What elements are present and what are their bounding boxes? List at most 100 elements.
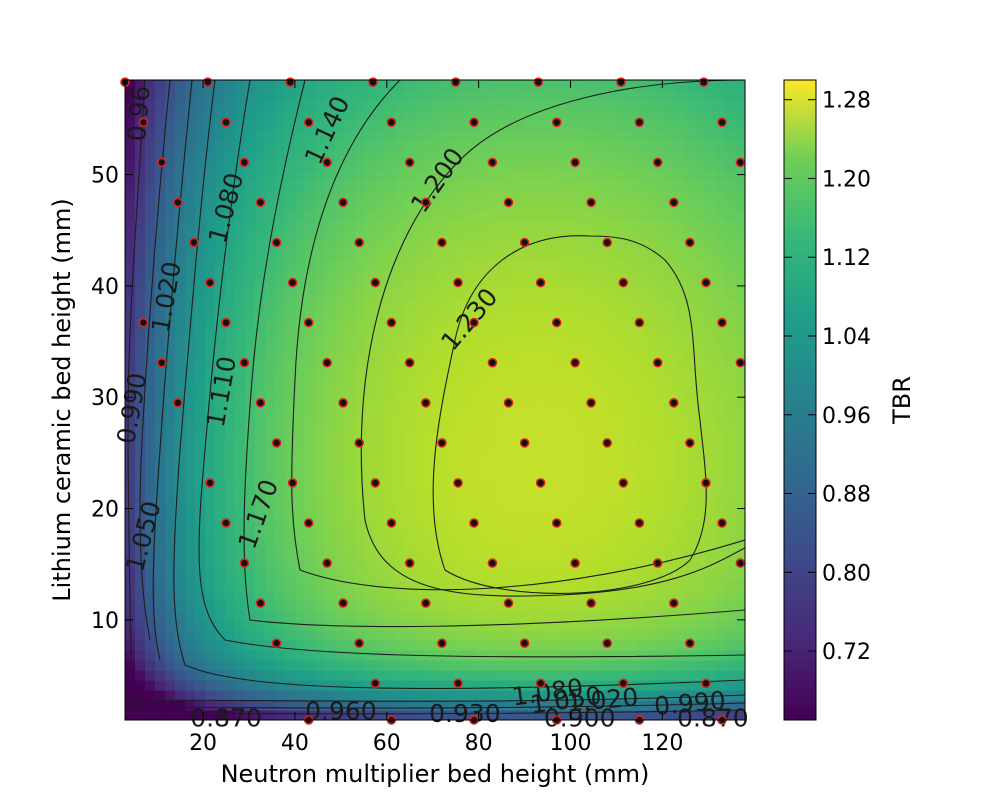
heatmap-cell	[275, 220, 286, 231]
heatmap-cell	[535, 500, 546, 511]
heatmap-cell	[515, 490, 526, 501]
heatmap-cell	[185, 500, 196, 511]
heatmap-cell	[345, 300, 356, 311]
heatmap-cell	[685, 120, 696, 131]
heatmap-cell	[515, 360, 526, 371]
heatmap-cell	[585, 470, 596, 481]
heatmap-cell	[645, 680, 656, 691]
heatmap-cell	[395, 410, 406, 421]
heatmap-cell	[405, 330, 416, 341]
heatmap-cell	[295, 570, 306, 581]
heatmap-cell	[425, 300, 436, 311]
heatmap-cell	[145, 400, 156, 411]
heatmap-cell	[625, 110, 636, 121]
heatmap-cell	[445, 450, 456, 461]
heatmap-cell	[515, 160, 526, 171]
heatmap-cell	[135, 250, 146, 261]
heatmap-cell	[485, 300, 496, 311]
heatmap-cell	[725, 230, 736, 241]
heatmap-cell	[465, 290, 476, 301]
contour-line	[125, 694, 745, 702]
heatmap-cell	[315, 640, 326, 651]
heatmap-cell	[485, 500, 496, 511]
heatmap-cell	[675, 420, 686, 431]
heatmap-cell	[415, 130, 426, 141]
heatmap-cell	[495, 640, 506, 651]
heatmap-cell	[335, 520, 346, 531]
heatmap-cell	[615, 580, 626, 591]
heatmap-cell	[345, 420, 356, 431]
heatmap-cell	[525, 120, 536, 131]
heatmap-cell	[735, 390, 745, 401]
heatmap-cell	[735, 470, 745, 481]
heatmap-cell	[445, 310, 456, 321]
heatmap-cell	[215, 480, 226, 491]
heatmap-cell	[225, 560, 236, 571]
heatmap-cell	[225, 310, 236, 321]
heatmap-cell	[715, 660, 726, 671]
heatmap-cell	[535, 130, 546, 141]
heatmap-cell	[655, 410, 666, 421]
heatmap-cell	[605, 390, 616, 401]
heatmap-cell	[585, 250, 596, 261]
heatmap-cell	[235, 190, 246, 201]
sample-point	[303, 518, 314, 528]
heatmap-cell	[355, 170, 366, 181]
heatmap-cell	[145, 660, 156, 671]
heatmap-cell	[145, 100, 156, 111]
heatmap-cell	[625, 660, 636, 671]
heatmap-cell	[365, 540, 376, 551]
heatmap-cell	[545, 490, 556, 501]
heatmap-cell	[305, 700, 316, 711]
heatmap-cell	[435, 540, 446, 551]
heatmap-cell	[345, 80, 356, 91]
heatmap-cell	[445, 190, 456, 201]
heatmap-cell	[255, 570, 266, 581]
heatmap-cell	[515, 350, 526, 361]
heatmap-cell	[245, 270, 256, 281]
heatmap-cell	[235, 130, 246, 141]
heatmap-cell	[515, 500, 526, 511]
heatmap-cell	[695, 130, 706, 141]
heatmap-cell	[495, 310, 506, 321]
heatmap-cell	[215, 510, 226, 521]
heatmap-cell	[575, 360, 586, 371]
heatmap-cell	[145, 590, 156, 601]
heatmap-cell	[145, 570, 156, 581]
heatmap-cell	[635, 170, 646, 181]
heatmap-cell	[395, 320, 406, 331]
heatmap-cell	[555, 250, 566, 261]
heatmap-cell	[285, 150, 296, 161]
heatmap-cell	[655, 330, 666, 341]
heatmap-cell	[535, 230, 546, 241]
heatmap-cell	[565, 400, 576, 411]
heatmap-cell	[455, 430, 466, 441]
heatmap-cell	[375, 190, 386, 201]
heatmap-cell	[335, 540, 346, 551]
heatmap-cell	[455, 640, 466, 651]
heatmap-cell	[165, 90, 176, 101]
heatmap-cell	[275, 400, 286, 411]
heatmap-cell	[565, 490, 576, 501]
heatmap-cell	[265, 610, 276, 621]
heatmap-cell	[465, 360, 476, 371]
heatmap-cell	[185, 680, 196, 691]
heatmap-cell	[685, 80, 696, 91]
heatmap-cell	[285, 440, 296, 451]
heatmap-cell	[585, 110, 596, 121]
heatmap-cell	[735, 300, 745, 311]
heatmap-cell	[345, 190, 356, 201]
heatmap-cell	[155, 460, 166, 471]
heatmap-cell	[685, 370, 696, 381]
heatmap-cell	[585, 180, 596, 191]
heatmap-cell	[355, 350, 366, 361]
sample-point	[685, 638, 695, 649]
heatmap-cell	[515, 430, 526, 441]
heatmap-cell	[635, 240, 646, 251]
heatmap-cell	[225, 410, 236, 421]
heatmap-cell	[215, 570, 226, 581]
heatmap-cell	[425, 600, 436, 611]
heatmap-cell	[385, 360, 396, 371]
heatmap-cell	[155, 640, 166, 651]
contour-line	[360, 80, 745, 597]
